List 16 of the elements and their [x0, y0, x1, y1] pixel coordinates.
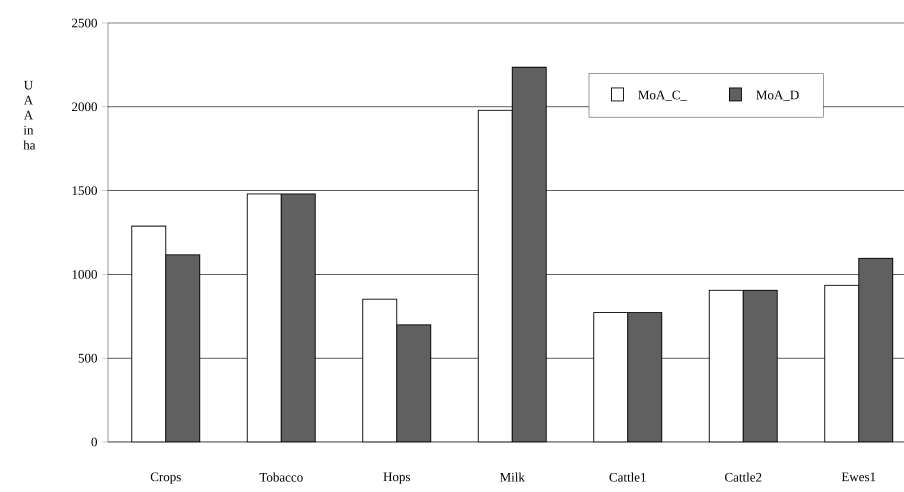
legend-label: MoA_D — [756, 90, 799, 101]
legend-label: MoA_C_ — [638, 90, 688, 101]
y-tick-label: 0 — [91, 438, 97, 446]
y-tick-label: 2500 — [72, 18, 97, 28]
y-tick-label: 1500 — [72, 186, 97, 195]
x-tick-label: Hops — [383, 472, 410, 484]
x-tick-label: Ewes1 — [842, 472, 876, 482]
x-tick-label: Cattle1 — [610, 472, 646, 482]
y-tick-label: 500 — [78, 354, 97, 363]
x-tick-label: Milk — [500, 472, 525, 482]
y-axis-title: U A A in ha — [23, 80, 36, 150]
x-tick-label: Tobacco — [260, 472, 303, 482]
y-tick-label: 2000 — [72, 102, 97, 112]
y-tick-label: 1000 — [72, 270, 97, 279]
x-tick-label: Crops — [150, 472, 181, 484]
x-tick-label: Cattle2 — [725, 472, 762, 482]
